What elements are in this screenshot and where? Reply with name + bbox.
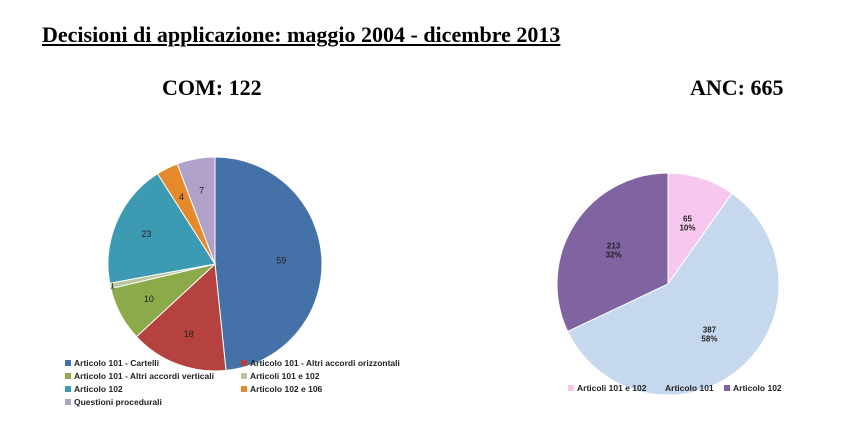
anc-legend-item-articoli-101-e-102: Articoli 101 e 102 [568, 383, 646, 393]
com-data-label-articolo-102: 23 [141, 229, 151, 239]
com-data-label-questioni-procedurali: 7 [199, 185, 204, 195]
com-legend-label: Articolo 101 - Altri accordi verticali [74, 371, 214, 381]
anc-legend-swatch [724, 385, 730, 391]
com-data-label-articolo-101-altri-accordi-orizzontali: 18 [184, 329, 194, 339]
com-data-label-articoli-101-e-102: 1 [110, 280, 115, 290]
com-legend-item-articolo-101-altri-accordi-verticali: Articolo 101 - Altri accordi verticali [65, 371, 214, 381]
com-legend-swatch [241, 373, 247, 379]
com-data-label-articolo-101-altri-accordi-verticali: 10 [144, 294, 154, 304]
com-legend-swatch [65, 360, 71, 366]
com-legend-item-questioni-procedurali: Questioni procedurali [65, 397, 162, 407]
com-legend-swatch [65, 386, 71, 392]
com-legend-label: Articoli 101 e 102 [250, 371, 320, 381]
com-legend-item-articolo-101-altri-accordi-orizzontali: Articolo 101 - Altri accordi orizzontali [241, 358, 400, 368]
com-legend-item-articolo-102: Articolo 102 [65, 384, 123, 394]
page-title: Decisioni di applicazione: maggio 2004 -… [42, 22, 561, 47]
anc-data-label-articolo-101: 387 [703, 325, 717, 334]
anc-legend-label: Articolo 102 [733, 383, 782, 393]
com-legend-swatch [65, 399, 71, 405]
anc-data-percent-articolo-102: 32% [606, 251, 622, 260]
anc-legend-label: Articoli 101 e 102 [577, 383, 647, 393]
anc-legend-label: Articolo 101 [665, 383, 714, 393]
com-legend-swatch [241, 386, 247, 392]
com-chart-title: COM: 122 [162, 75, 262, 100]
anc-slice-articolo-102 [556, 172, 669, 333]
com-legend-label: Articolo 102 e 106 [250, 384, 323, 394]
anc-data-percent-articolo-101: 58% [701, 334, 717, 343]
com-legend-label: Questioni procedurali [74, 397, 162, 407]
com-legend-label: Articolo 101 - Cartelli [74, 358, 160, 368]
anc-legend-swatch [656, 385, 662, 391]
anc-chart-title: ANC: 665 [690, 75, 784, 100]
anc-data-percent-articoli-101-e-102: 10% [679, 224, 695, 233]
com-slice-questioni-procedurali [176, 156, 216, 265]
com-legend-item-articoli-101-e-102: Articoli 101 e 102 [241, 371, 319, 381]
com-slice-articolo-101-cartelli [214, 156, 323, 371]
com-legend-swatch [241, 360, 247, 366]
com-data-label-articolo-101-cartelli: 59 [276, 256, 286, 266]
anc-slice-articolo-101 [566, 192, 780, 396]
com-legend-swatch [65, 373, 71, 379]
anc-data-label-articoli-101-e-102: 65 [683, 215, 692, 224]
com-legend-label: Articolo 101 - Altri accordi orizzontali [250, 358, 400, 368]
com-slice-articolo-102 [107, 173, 216, 284]
anc-legend-swatch [568, 385, 574, 391]
anc-legend-item-articolo-101: Articolo 101 [656, 383, 714, 393]
com-legend-item-articolo-102-e-106: Articolo 102 e 106 [241, 384, 322, 394]
com-legend-item-articolo-101-cartelli: Articolo 101 - Cartelli [65, 358, 159, 368]
anc-legend-item-articolo-102: Articolo 102 [724, 383, 782, 393]
com-legend-label: Articolo 102 [74, 384, 123, 394]
com-data-label-articolo-102-e-106: 4 [179, 192, 184, 202]
com-slice-articolo-101-altri-accordi-orizzontali [135, 262, 227, 372]
anc-data-label-articolo-102: 213 [607, 242, 621, 251]
